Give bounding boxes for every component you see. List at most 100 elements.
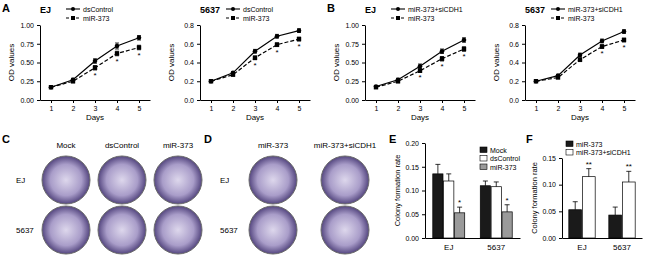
tick-label: 0.4 <box>184 59 194 66</box>
tick-label: 2 <box>72 105 76 112</box>
tick-label: 0.10 <box>405 187 419 194</box>
error-bar <box>578 53 582 57</box>
error-bar <box>396 80 400 83</box>
point <box>556 75 560 79</box>
legend-item: dsControl <box>226 6 273 13</box>
legend-swatch <box>480 156 487 162</box>
tick: EJ <box>444 238 453 252</box>
legend: miR-373miR-373+siCDH1 <box>566 141 631 157</box>
tick: 0.20 <box>405 140 425 147</box>
point <box>49 85 54 90</box>
chart-title: 5637 <box>525 5 545 15</box>
data-marks <box>569 169 635 238</box>
tick-mark <box>362 81 365 82</box>
error-bar <box>115 43 119 49</box>
tick-label: 2 <box>557 105 561 112</box>
significance: ** <box>586 160 592 169</box>
error-bar <box>586 169 591 177</box>
point <box>622 29 627 34</box>
tick: 0.0 <box>509 97 525 104</box>
figure: 0.000.250.500.751.0012345***dsControlmiR… <box>0 0 650 261</box>
tick-mark <box>558 100 559 103</box>
plot: 0.000.050.100.15EJ5637**** <box>542 155 642 252</box>
tick-mark <box>277 100 278 103</box>
tick-mark <box>37 81 40 82</box>
point <box>440 57 444 61</box>
significance: * <box>275 48 278 57</box>
axis-line <box>562 159 563 239</box>
tick-mark <box>559 211 562 212</box>
point <box>600 44 604 48</box>
chart-title: EJ <box>40 5 51 15</box>
x-axis: EJ 5637 <box>426 238 521 252</box>
point <box>622 38 626 42</box>
legend: miR-373+siCDH1miR-373 <box>551 6 623 22</box>
tick: 5637 <box>487 238 505 252</box>
error-bar <box>457 207 462 213</box>
colony-well <box>321 206 369 254</box>
colony-well <box>249 206 297 254</box>
tick: 1.00 <box>20 22 40 29</box>
tick-label: 1 <box>375 105 379 112</box>
tick: 2 <box>232 100 236 112</box>
tick-label: 5 <box>138 105 142 112</box>
error-bar <box>440 49 444 54</box>
tick-mark <box>73 100 74 103</box>
tick-mark <box>37 44 40 45</box>
legend-swatch <box>480 147 487 153</box>
tick-mark <box>51 100 52 103</box>
error-bar <box>418 64 422 69</box>
tick-label: EJ <box>444 243 453 252</box>
tick: 0.00 <box>405 235 425 242</box>
tick-label: 0.00 <box>405 235 419 242</box>
legend-item: dsControl <box>480 155 520 162</box>
point <box>578 57 582 61</box>
bar <box>609 215 622 238</box>
line-chart: 0.00.20.40.60.812345***dsControlmiR-3735… <box>167 5 311 122</box>
legend-marker <box>71 7 75 11</box>
significance: * <box>93 71 96 80</box>
legend-label: miR-373+siCDH1 <box>408 6 463 13</box>
row-label: 5637 <box>220 226 238 235</box>
tick-label: 1 <box>50 105 54 112</box>
colony-well <box>154 206 202 254</box>
error-bar <box>297 29 301 33</box>
x-axis-title: Days <box>571 113 589 122</box>
plot: 0.000.250.500.751.0012345*** <box>20 22 150 112</box>
tick: 5 <box>298 100 302 112</box>
tick: 3 <box>419 100 423 112</box>
column-label: miR-373 <box>163 141 194 150</box>
axis-line <box>40 26 41 101</box>
tick-label: 0.50 <box>345 59 359 66</box>
photo-panel: CMockdsControlmiR-373EJ5637 <box>2 133 202 254</box>
legend-label: miR-373 <box>490 164 517 171</box>
tick-label: 0.20 <box>405 140 419 147</box>
series-line <box>51 38 139 88</box>
tick-mark <box>37 100 40 101</box>
tick-mark <box>376 100 377 103</box>
point <box>275 34 280 39</box>
tick: 0.8 <box>509 22 525 29</box>
data-marks <box>209 28 302 83</box>
colony-well <box>98 156 146 204</box>
tick-label: 5637 <box>487 243 505 252</box>
error-bar <box>622 38 626 42</box>
error-bar <box>483 181 488 186</box>
y-axis: 0.000.050.100.150.20 <box>405 140 425 242</box>
axis-line <box>563 238 643 239</box>
legend-marker <box>556 16 560 20</box>
tick-mark <box>464 100 465 103</box>
tick-label: 0.6 <box>184 40 194 47</box>
tick-mark <box>197 81 200 82</box>
tick: 2 <box>397 100 401 112</box>
legend: MockdsControlmiR-373 <box>480 147 520 171</box>
tick: 0.4 <box>509 59 525 66</box>
tick-label: 0.25 <box>20 78 34 85</box>
column-label: dsControl <box>105 141 139 150</box>
point <box>137 35 142 40</box>
tick-label: 0.00 <box>20 97 34 104</box>
error-bar <box>622 30 626 34</box>
significance: ** <box>626 162 632 171</box>
error-bar <box>494 182 499 187</box>
column-label: miR-373+siCDH1 <box>314 141 377 150</box>
